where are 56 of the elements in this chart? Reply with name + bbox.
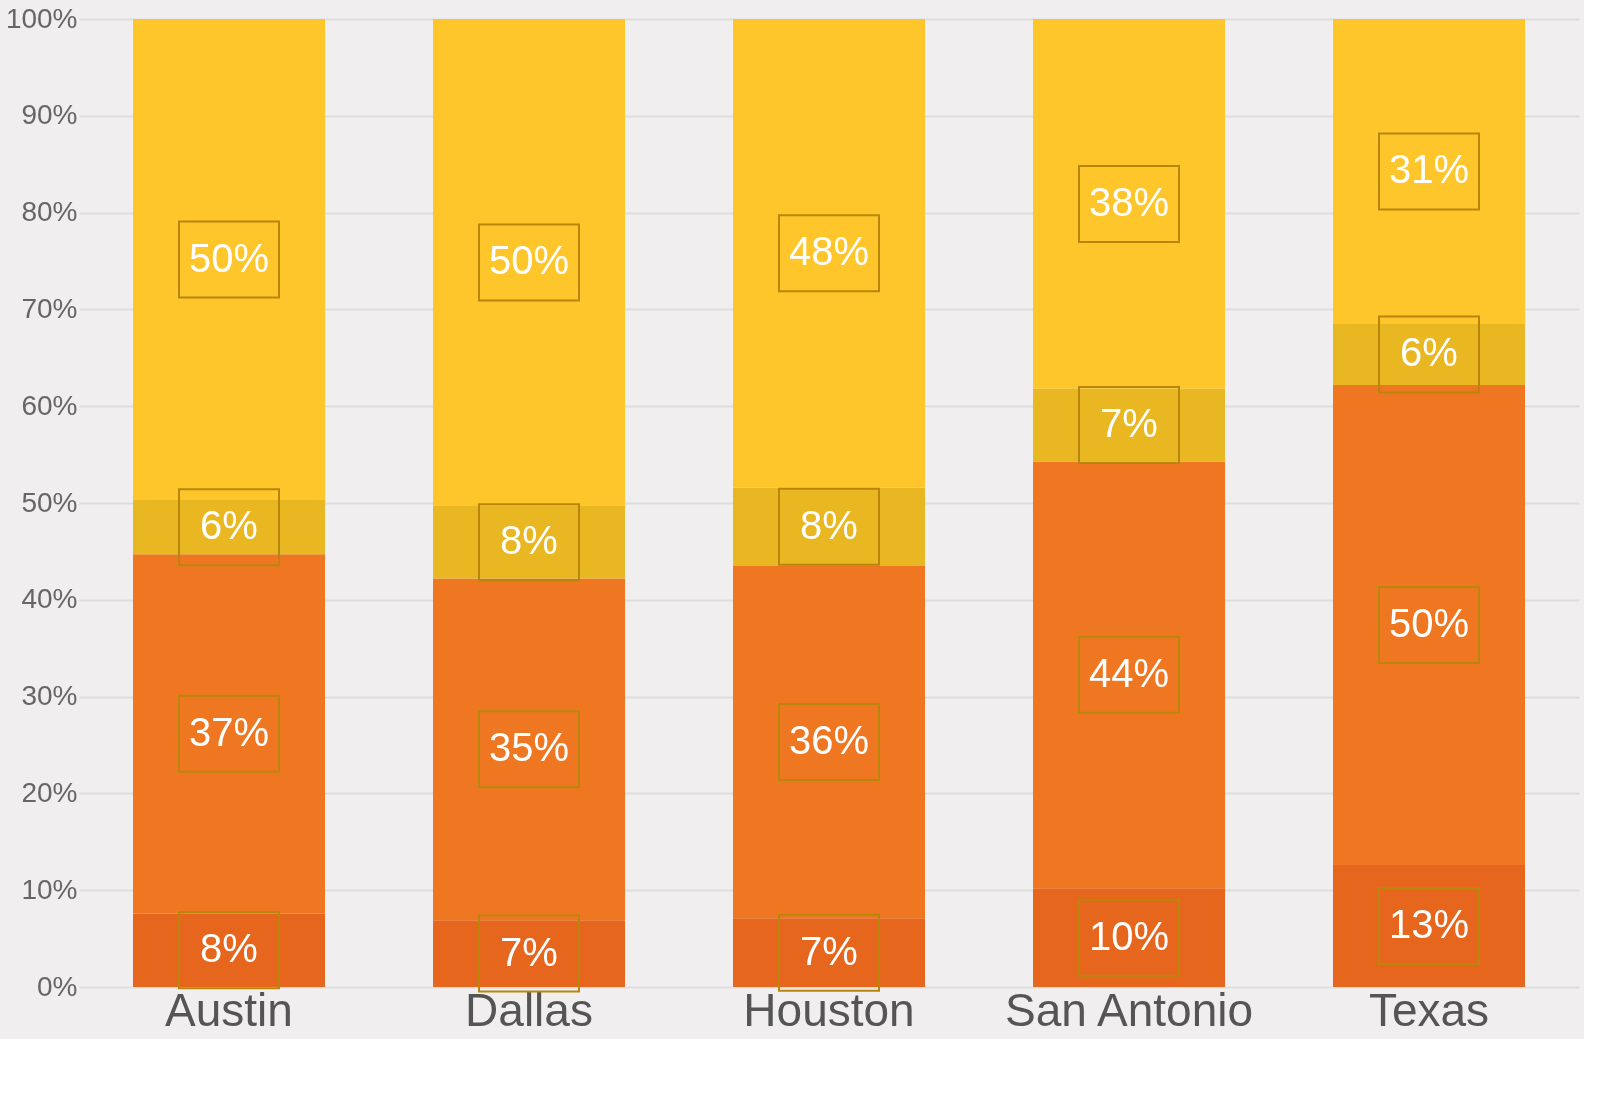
bar [1333,384,1525,866]
data-label: 10% [1088,913,1170,958]
bar [1033,388,1225,462]
y-tick-label: 100% [5,2,78,34]
y-tick-label: 70% [21,292,78,324]
bar [1333,323,1525,385]
y-tick-label: 20% [21,776,78,808]
bar [433,920,625,987]
bar [133,19,325,501]
data-label: 44% [1088,650,1170,695]
bar [1333,19,1525,324]
y-tick-label: 60% [21,389,78,421]
bar [133,554,325,914]
data-label: 6% [200,503,258,548]
x-tick-label: Texas [1368,983,1490,1036]
data-label: 7% [1100,401,1158,446]
data-label: 6% [1400,330,1458,375]
data-label: 50% [488,238,570,283]
bar [133,500,325,555]
y-tick-label: 30% [21,680,78,712]
y-tick-label: 0% [37,970,78,1002]
data-label: 8% [500,518,558,563]
data-label: 48% [788,229,870,274]
data-label: 50% [1388,600,1470,645]
bar [1033,19,1225,389]
bar [433,505,625,579]
x-tick-label: Houston [743,983,915,1036]
bar [133,913,325,987]
bar [733,19,925,488]
data-label: 13% [1388,902,1470,947]
bar [733,487,925,566]
x-tick-label: Austin [165,983,293,1036]
data-label: 38% [1088,179,1170,224]
y-tick-label: 80% [21,196,78,228]
data-label: 7% [800,928,858,973]
bar [1033,888,1225,987]
bar [733,918,925,987]
x-tick-label: San Antonio [1004,983,1254,1036]
data-label: 50% [188,235,270,280]
bar [433,578,625,921]
data-label: 8% [200,926,258,971]
data-label: 36% [788,718,870,763]
y-tick-label: 50% [21,486,78,518]
data-label: 37% [188,709,270,754]
data-label: 7% [500,929,558,974]
bar [433,19,625,506]
y-tick-label: 40% [21,583,78,615]
data-label: 31% [1388,147,1470,192]
bar [1333,865,1525,987]
data-label: 35% [488,725,570,770]
bar [733,565,925,919]
bar [1033,461,1225,889]
data-label: 8% [800,502,858,547]
y-tick-label: 90% [21,99,78,131]
y-tick-label: 10% [21,873,78,905]
x-tick-label: Dallas [465,983,593,1036]
